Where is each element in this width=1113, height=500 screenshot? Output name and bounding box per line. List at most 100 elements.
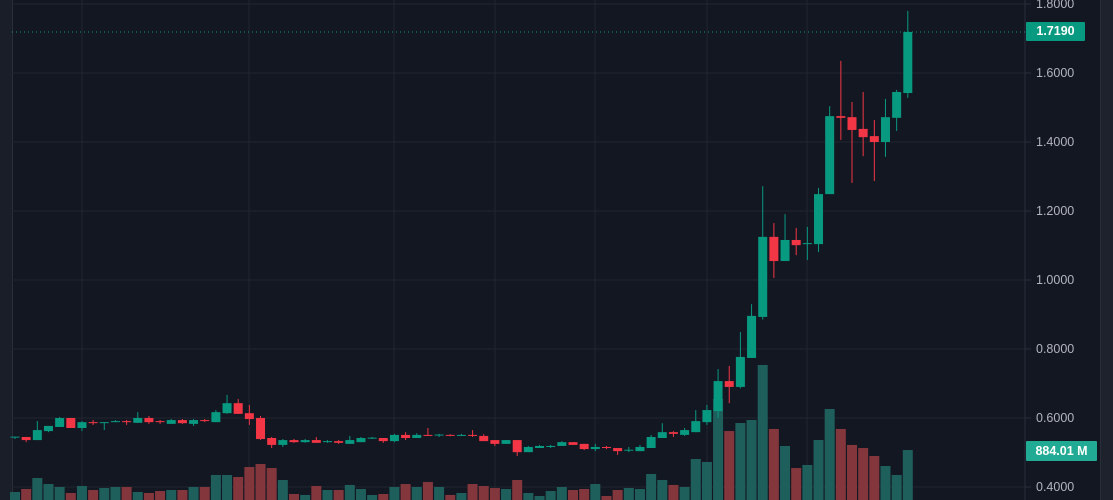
candle-body (825, 116, 835, 195)
candle-body (200, 420, 210, 422)
volume-bar (534, 495, 545, 500)
candle-body (32, 430, 42, 441)
last-price-label: 1.7190 (1026, 22, 1085, 41)
price-tick-label: 1.2000 (1036, 204, 1075, 218)
candle-body (177, 420, 187, 424)
volume-bar (54, 487, 65, 500)
volume-bar (668, 484, 679, 500)
volume-bar (478, 485, 489, 500)
candle-body (133, 418, 143, 423)
candle-body (836, 116, 846, 118)
candle-body (713, 381, 723, 412)
candle-body (55, 418, 65, 427)
volume-bar (835, 428, 846, 500)
candle-body (300, 440, 310, 443)
candle-body (233, 403, 243, 414)
volume-bar (177, 490, 188, 500)
candle-body (367, 437, 377, 439)
candle-body (378, 438, 388, 442)
volume-bar (355, 488, 366, 500)
volume-bar (255, 464, 266, 500)
candle-body (523, 446, 533, 453)
candle-body (77, 422, 87, 429)
volume-bar (21, 488, 32, 500)
volume-bar (222, 474, 233, 500)
volume-bar (802, 464, 813, 500)
volume-bar (378, 494, 389, 500)
candle-body (211, 412, 221, 423)
volume-bar (679, 487, 690, 500)
candle-body (512, 440, 522, 453)
volume-bar (690, 458, 701, 500)
candle-body (546, 445, 556, 447)
volume-bar (545, 491, 556, 500)
volume-bar (780, 445, 791, 500)
candle-body (334, 441, 344, 443)
candle-body (144, 418, 154, 423)
candle-body (680, 430, 690, 435)
candle-body (501, 440, 511, 444)
volume-bar (188, 487, 199, 500)
candle-body (356, 438, 366, 443)
volume-bar (579, 488, 590, 500)
candle-body (724, 381, 734, 387)
candle-body (401, 434, 411, 439)
volume-bar (233, 477, 244, 500)
candle-body (456, 434, 466, 436)
candle-body (668, 432, 678, 434)
volume-bar (43, 484, 54, 500)
candle-body (814, 194, 824, 245)
volume-bar (724, 431, 735, 500)
candle-body (892, 91, 902, 118)
candle-body (635, 446, 645, 452)
volume-bar (322, 490, 333, 500)
volume-bar (489, 488, 500, 500)
candle-body (88, 422, 98, 424)
volume-bar (88, 490, 99, 500)
volume-bar (713, 398, 724, 500)
volume-bar (568, 490, 578, 500)
volume-bar (32, 478, 43, 500)
volume-bar (902, 450, 913, 500)
volume-bar (400, 484, 411, 500)
candle-body (624, 449, 634, 451)
volume-bar (623, 488, 634, 500)
candle-body (10, 436, 20, 438)
volume-bar (869, 455, 880, 500)
volume-bar (757, 364, 768, 500)
candle-body (535, 445, 545, 449)
volume-bar (657, 480, 668, 500)
volume-bar (456, 492, 467, 500)
volume-bar (65, 492, 76, 500)
candle-body (345, 440, 355, 444)
volume-bar (523, 492, 534, 500)
volume-bar (10, 491, 20, 500)
volume-bar (501, 488, 512, 500)
price-tick-label: 0.4000 (1036, 480, 1075, 494)
volume-bar (121, 487, 132, 500)
candle-body (568, 442, 578, 445)
candle-body (244, 413, 254, 420)
volume-bar (891, 474, 902, 500)
volume-bar (99, 488, 110, 500)
candle-body (189, 420, 199, 424)
candle-body (590, 446, 600, 450)
volume-bar (701, 461, 712, 500)
volume-bar (612, 490, 623, 500)
candle-body (646, 436, 656, 449)
candle-body (155, 421, 165, 423)
volume-bar (746, 420, 757, 500)
candle-body (880, 117, 890, 142)
candle-body (490, 440, 500, 444)
volume-bar (556, 487, 567, 500)
volume-bar (367, 494, 378, 500)
price-tick-label: 1.8000 (1036, 0, 1075, 11)
candle-body (557, 442, 567, 446)
candle-body (66, 418, 76, 429)
candle-body (579, 443, 589, 450)
candle-body (43, 425, 53, 432)
last-volume-label: 884.01 M (1026, 441, 1097, 461)
volume-bar (422, 481, 433, 500)
candle-body (122, 421, 132, 423)
